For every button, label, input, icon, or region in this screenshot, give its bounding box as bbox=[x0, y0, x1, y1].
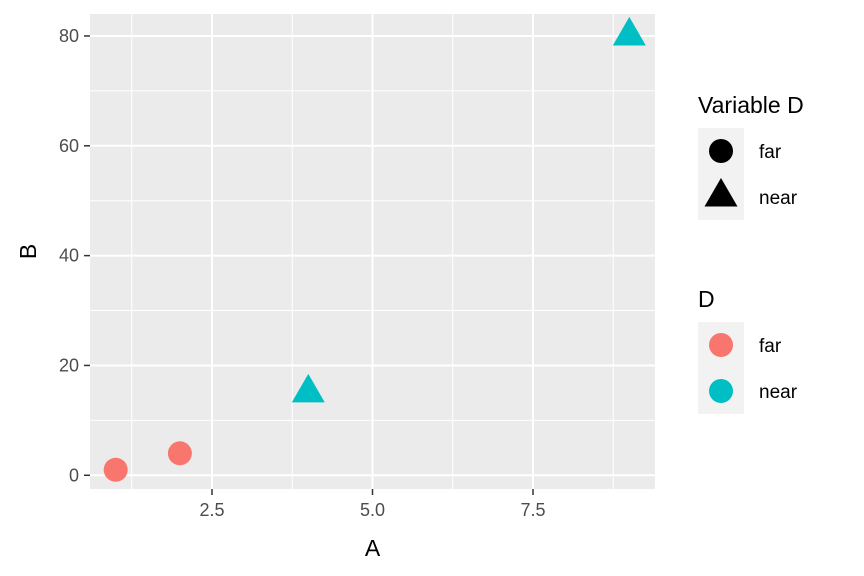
legend-label: near bbox=[759, 188, 798, 209]
x-tick-label: 5.0 bbox=[360, 500, 385, 520]
legend-key-circle bbox=[709, 379, 733, 403]
legend-label: near bbox=[759, 382, 798, 403]
legend-label: far bbox=[759, 336, 782, 357]
x-tick-label: 2.5 bbox=[199, 500, 224, 520]
y-tick-label: 60 bbox=[59, 136, 79, 156]
legend-title: D bbox=[698, 286, 715, 312]
data-point-circle bbox=[103, 457, 128, 482]
y-axis: 0 20 40 60 80 bbox=[59, 26, 90, 485]
data-point-triangle bbox=[612, 16, 646, 46]
legend-variable-d: Variable D far near bbox=[698, 92, 804, 220]
y-tick-label: 40 bbox=[59, 246, 79, 266]
legend-key-triangle bbox=[704, 177, 738, 207]
data-point-triangle bbox=[291, 373, 325, 403]
y-tick-label: 0 bbox=[69, 465, 79, 485]
data-point-circle bbox=[167, 441, 192, 466]
y-axis-title: B bbox=[15, 244, 41, 259]
major-grid bbox=[90, 14, 655, 489]
legend-key-circle bbox=[709, 139, 733, 163]
x-axis-title: A bbox=[365, 535, 381, 561]
legend-label: far bbox=[759, 142, 782, 163]
x-axis: 2.5 5.0 7.5 bbox=[199, 489, 546, 520]
legend-title: Variable D bbox=[698, 92, 804, 118]
y-tick-label: 80 bbox=[59, 26, 79, 46]
y-tick-label: 20 bbox=[59, 355, 79, 375]
data-points bbox=[103, 16, 646, 482]
legend-key-circle bbox=[709, 333, 733, 357]
x-tick-label: 7.5 bbox=[520, 500, 545, 520]
